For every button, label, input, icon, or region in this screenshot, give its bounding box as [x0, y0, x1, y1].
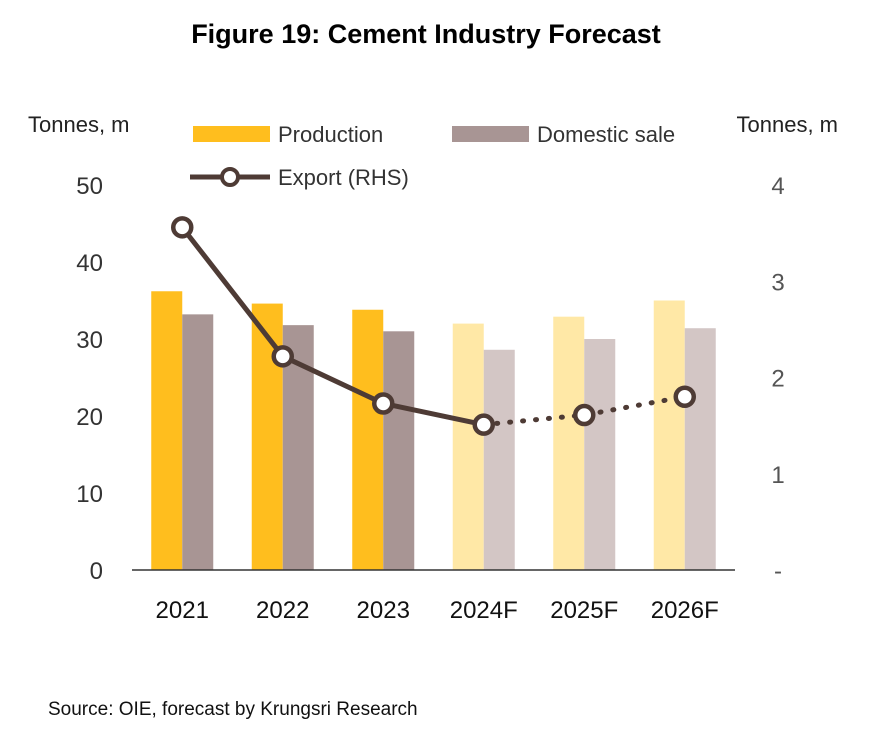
legend-label-production: Production — [278, 122, 383, 147]
legend-swatch-production — [193, 126, 270, 142]
right-tick-label: - — [774, 558, 782, 585]
legend: Production Domestic sale Export (RHS) — [190, 122, 675, 190]
export-point — [673, 385, 696, 408]
legend-swatch-export-marker — [220, 167, 240, 187]
bar-production — [151, 291, 183, 570]
category-label: 2023 — [357, 597, 410, 624]
left-tick-label: 30 — [76, 327, 103, 354]
left-tick-label: 40 — [76, 250, 103, 277]
left-tick-label: 10 — [76, 481, 103, 508]
export-point — [472, 413, 495, 436]
right-tick-label: 3 — [771, 269, 784, 296]
category-label: 2026F — [651, 597, 719, 624]
bar-production — [452, 323, 484, 570]
export-line-dotted — [481, 394, 688, 428]
export-point — [271, 345, 294, 368]
bar-production — [352, 309, 384, 570]
bar-production — [251, 303, 283, 570]
bar-domestic-sale — [684, 328, 716, 570]
export-line-series — [171, 216, 696, 436]
bar-domestic-sale — [483, 349, 515, 570]
category-labels: 2021 2022 2023 2024F 2025F 2026F — [156, 597, 719, 624]
export-line-solid — [180, 225, 485, 428]
category-label: 2022 — [256, 597, 309, 624]
right-axis-ticks: - 1 2 3 4 — [771, 173, 784, 585]
right-tick-label: 4 — [771, 173, 784, 200]
bar-domestic-sale — [584, 339, 616, 570]
bars — [151, 291, 716, 570]
left-tick-label: 20 — [76, 404, 103, 431]
right-axis-label: Tonnes, m — [737, 112, 839, 137]
category-label: 2025F — [550, 597, 618, 624]
left-tick-label: 50 — [76, 173, 103, 200]
left-axis-label: Tonnes, m — [28, 112, 130, 137]
legend-label-domestic-sale: Domestic sale — [537, 122, 675, 147]
source-note: Source: OIE, forecast by Krungsri Resear… — [48, 699, 418, 720]
export-point — [372, 392, 395, 415]
category-label: 2021 — [156, 597, 209, 624]
right-tick-label: 2 — [771, 366, 784, 393]
legend-label-export: Export (RHS) — [278, 165, 409, 190]
category-label: 2024F — [450, 597, 518, 624]
left-tick-label: 0 — [90, 558, 103, 585]
export-point — [171, 216, 194, 239]
bar-domestic-sale — [383, 331, 415, 570]
export-point — [573, 403, 596, 427]
right-tick-label: 1 — [771, 462, 784, 489]
legend-swatch-domestic-sale — [452, 126, 529, 142]
left-axis-ticks: 0 10 20 30 40 50 — [76, 173, 103, 585]
bar-production — [553, 316, 585, 570]
bar-production — [653, 300, 685, 570]
bar-domestic-sale — [182, 314, 214, 570]
chart-title: Figure 19: Cement Industry Forecast — [191, 19, 661, 49]
